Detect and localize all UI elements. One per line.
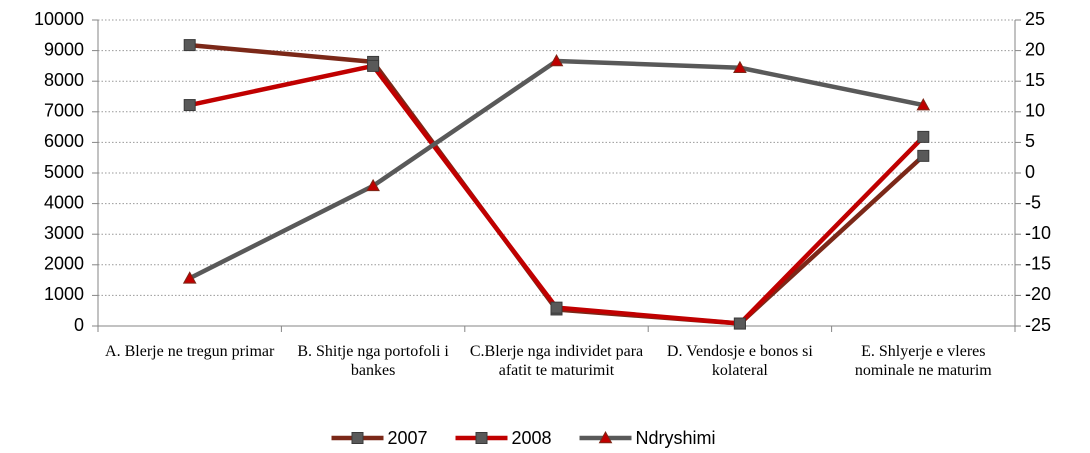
y2-tick-label: 15 bbox=[1025, 70, 1045, 90]
y2-tick-label: -20 bbox=[1025, 284, 1051, 304]
point bbox=[550, 301, 563, 314]
point bbox=[733, 60, 747, 74]
point bbox=[733, 317, 746, 330]
y-tick-label: 5000 bbox=[44, 162, 84, 182]
legend-marker bbox=[598, 430, 613, 444]
x-tick-label: B. Shitje nga portofoli i bankes bbox=[297, 343, 449, 379]
legend-marker bbox=[475, 432, 488, 444]
y2-tick-label: 0 bbox=[1025, 162, 1035, 182]
y-tick-label: 3000 bbox=[44, 223, 84, 243]
y2-tick-label: 20 bbox=[1025, 39, 1045, 59]
y2-tick-label: 10 bbox=[1025, 101, 1045, 121]
y-tick-label: 6000 bbox=[44, 131, 84, 151]
point bbox=[366, 178, 380, 192]
x-tick-label: D. Vendosje e bonos si kolateral bbox=[666, 343, 813, 379]
point bbox=[549, 53, 564, 67]
series-line bbox=[189, 42, 925, 326]
y-tick-label: 7000 bbox=[44, 101, 84, 121]
legend-marker bbox=[351, 432, 364, 444]
legend-label: 2007 bbox=[388, 428, 428, 448]
y2-tick-label: 25 bbox=[1025, 9, 1045, 29]
y2-tick-label: -10 bbox=[1025, 223, 1051, 243]
point bbox=[367, 59, 380, 72]
point bbox=[917, 130, 930, 143]
legend-label: 2008 bbox=[512, 428, 552, 448]
x-tick-label: A. Blerje ne tregun primar bbox=[105, 343, 275, 360]
series-line bbox=[189, 63, 925, 326]
x-tick-label: E. Shlyerje e vleres nominale ne maturim bbox=[854, 343, 992, 379]
legend-label: Ndryshimi bbox=[636, 428, 716, 448]
y2-tick-label: 5 bbox=[1025, 131, 1035, 151]
point bbox=[916, 98, 931, 111]
x-tick-label: C.Blerje nga individet para afatit te ma… bbox=[469, 343, 644, 379]
series-line bbox=[188, 58, 924, 281]
y2-tick-label: -15 bbox=[1025, 254, 1051, 274]
point bbox=[183, 99, 196, 112]
y-tick-label: 1000 bbox=[44, 284, 84, 304]
point bbox=[183, 39, 196, 52]
y-tick-label: 4000 bbox=[44, 192, 84, 212]
y-tick-label: 2000 bbox=[44, 254, 84, 274]
y-tick-label: 9000 bbox=[44, 39, 84, 59]
y-tick-label: 0 bbox=[74, 315, 84, 335]
point bbox=[917, 149, 930, 162]
y-tick-label: 10000 bbox=[34, 9, 84, 29]
y2-tick-label: -5 bbox=[1025, 192, 1041, 212]
y-tick-label: 8000 bbox=[44, 70, 84, 90]
point bbox=[182, 271, 197, 284]
y2-tick-label: -25 bbox=[1025, 315, 1051, 335]
